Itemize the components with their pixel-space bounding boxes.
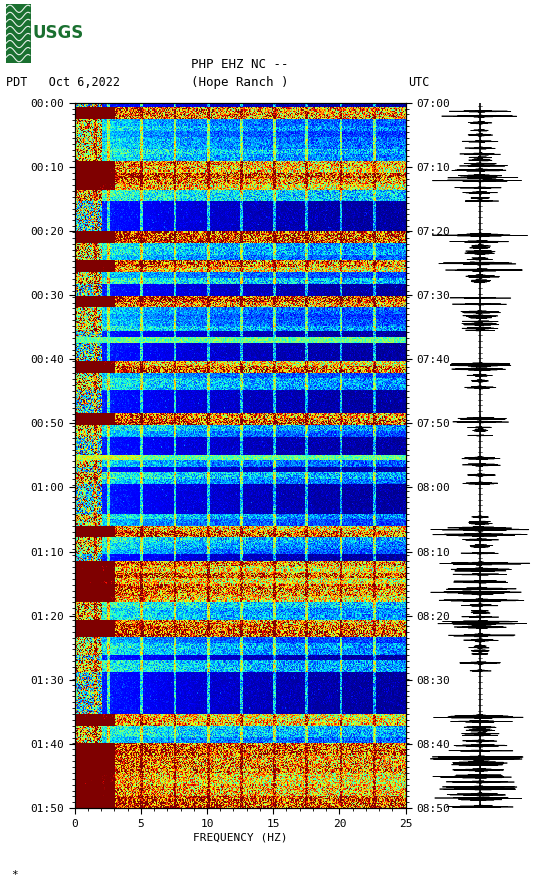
Text: PHP EHZ NC --: PHP EHZ NC --: [192, 58, 289, 71]
Text: (Hope Ranch ): (Hope Ranch ): [192, 76, 289, 89]
Text: *: *: [11, 870, 18, 880]
Bar: [6, 4, 31, 63]
Text: USGS: USGS: [33, 24, 84, 43]
Text: PDT   Oct 6,2022: PDT Oct 6,2022: [6, 76, 120, 89]
Text: UTC: UTC: [408, 76, 430, 89]
X-axis label: FREQUENCY (HZ): FREQUENCY (HZ): [193, 833, 288, 843]
